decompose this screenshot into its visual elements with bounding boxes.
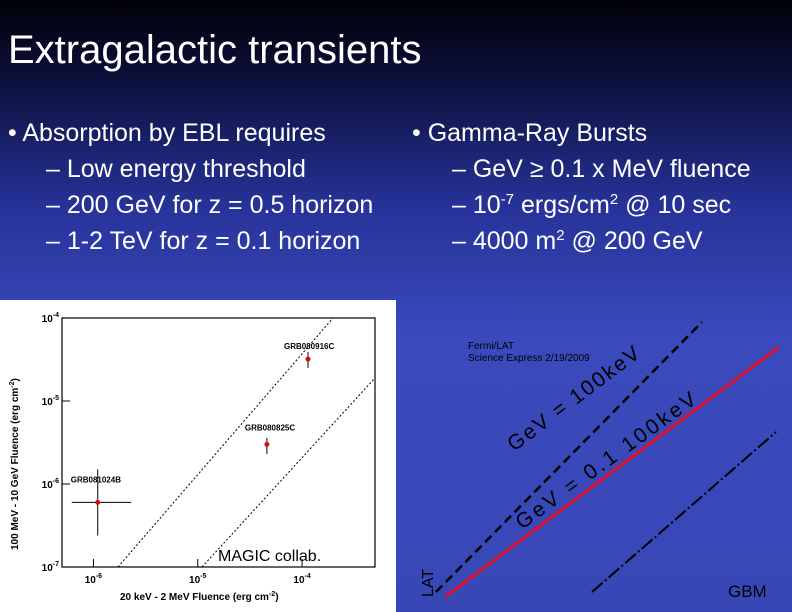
label-run: 100 MeV - 10 GeV Fluence (erg cm [10,388,21,550]
point-label: GRB080825C [245,423,295,432]
guide-line [201,377,376,568]
label-run: ) [275,592,278,603]
tick-exp: -4 [53,312,59,319]
text-run: @ 10 sec [618,191,732,219]
point-label: GRB080916C [284,342,334,351]
y-axis-label: 100 MeV - 10 GeV Fluence (erg cm-2) [9,378,21,550]
gbm-label: GBM [728,582,767,601]
tick-exp: -4 [305,573,311,580]
plot-frame [61,317,376,568]
tick-exp: -5 [53,395,59,402]
label-exp: -2 [9,381,16,387]
bullet-heading: • Gamma-Ray Bursts [412,119,648,147]
text-run: ergs/cm [514,191,610,219]
bullet-item: – 1-2 TeV for z = 0.1 horizon [46,227,361,255]
guide-line [117,317,334,568]
tick-exp: -7 [53,561,59,568]
data-point [95,499,101,505]
tick-base: 10 [42,563,54,574]
source-note: Fermi/LAT [468,341,514,352]
tick-exp: -6 [53,478,59,485]
superscript: -7 [500,191,515,208]
point-label: GRB081024B [71,475,121,484]
dash-dot-line [591,431,777,593]
lat-label: LAT [420,569,437,597]
y-tick-label: 10-6 [42,478,59,491]
text-run: – 10 [452,191,501,219]
source-note: Science Express 2/19/2009 [468,353,590,364]
red-line [444,345,780,599]
tick-base: 10 [42,480,54,491]
tick-base: 10 [42,397,54,408]
bullet-heading: • Absorption by EBL requires [8,119,326,147]
tick-base: 10 [189,575,201,586]
x-tick-label: 10-4 [293,573,310,586]
superscript: 2 [609,191,619,208]
y-tick-label: 10-5 [42,395,59,408]
tick-base: 10 [85,575,97,586]
tick-exp: -5 [200,573,206,580]
dashed-line [435,321,703,593]
text-run: @ 200 GeV [564,227,703,255]
data-point [305,356,311,362]
text-run: – 4000 m [452,227,557,255]
data-point [264,441,270,447]
bullet-item: – GeV ≥ 0.1 x MeV fluence [452,154,751,184]
tick-base: 10 [42,314,54,325]
label-run: ) [10,378,21,381]
bullet-item: – Low energy threshold [46,155,306,183]
slide-title: Extragalactic transients [8,28,422,72]
tick-base: 10 [293,575,305,586]
y-tick-label: 10-4 [42,312,59,325]
bullet-item: – 200 GeV for z = 0.5 horizon [46,191,374,219]
bullet-item: – 4000 m2 @ 200 GeV [452,226,703,256]
x-tick-label: 10-6 [85,573,102,586]
x-tick-label: 10-5 [189,573,206,586]
label-run: 20 keV - 2 MeV Fluence (erg cm [120,592,269,603]
y-tick-label: 10-7 [42,561,59,574]
text-run: – GeV ≥ 0.1 x MeV fluence [452,155,751,183]
magic-label: MAGIC collab. [218,548,321,565]
bullet-item: – 10-7 ergs/cm2 @ 10 sec [452,190,731,220]
line-label: GeV = 0.1 100keV [511,386,703,534]
label-exp: -2 [269,591,275,598]
x-axis-label: 20 keV - 2 MeV Fluence (erg cm-2) [120,591,279,603]
tick-exp: -6 [96,573,102,580]
superscript: 2 [556,227,565,244]
